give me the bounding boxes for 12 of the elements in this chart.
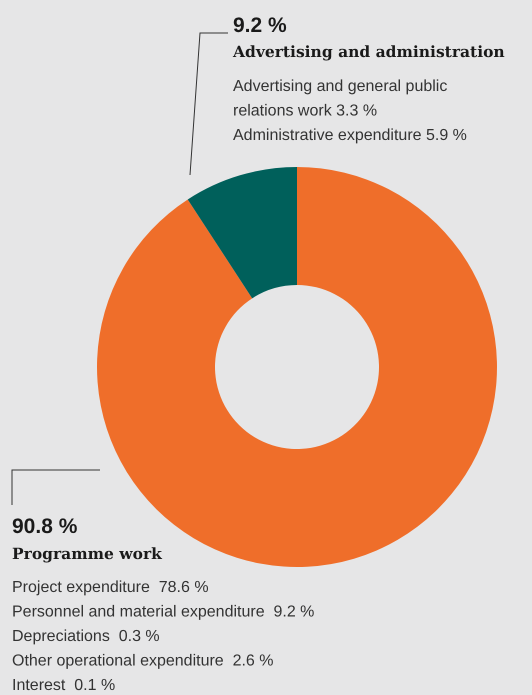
text: Personnel and material expenditure 9.2 %	[12, 604, 314, 620]
text: Project expenditure 78.6 %	[12, 579, 209, 596]
data-label: 90.8 %	[12, 515, 78, 538]
data-label: 9.2 %	[233, 14, 288, 37]
text: Administrative expenditure 5.9 %	[233, 127, 467, 144]
slice-label: Programme work	[12, 544, 162, 563]
text: Advertising and general public relations work 3.3 %	[233, 78, 448, 120]
text: Interest 0.1 %	[12, 677, 116, 694]
slice-label: Advertising and administration	[232, 42, 505, 61]
text: Other operational expenditure 2.6 %	[12, 652, 274, 670]
text: Depreciations 0.3 %	[12, 628, 160, 645]
donut-slice	[188, 167, 297, 298]
